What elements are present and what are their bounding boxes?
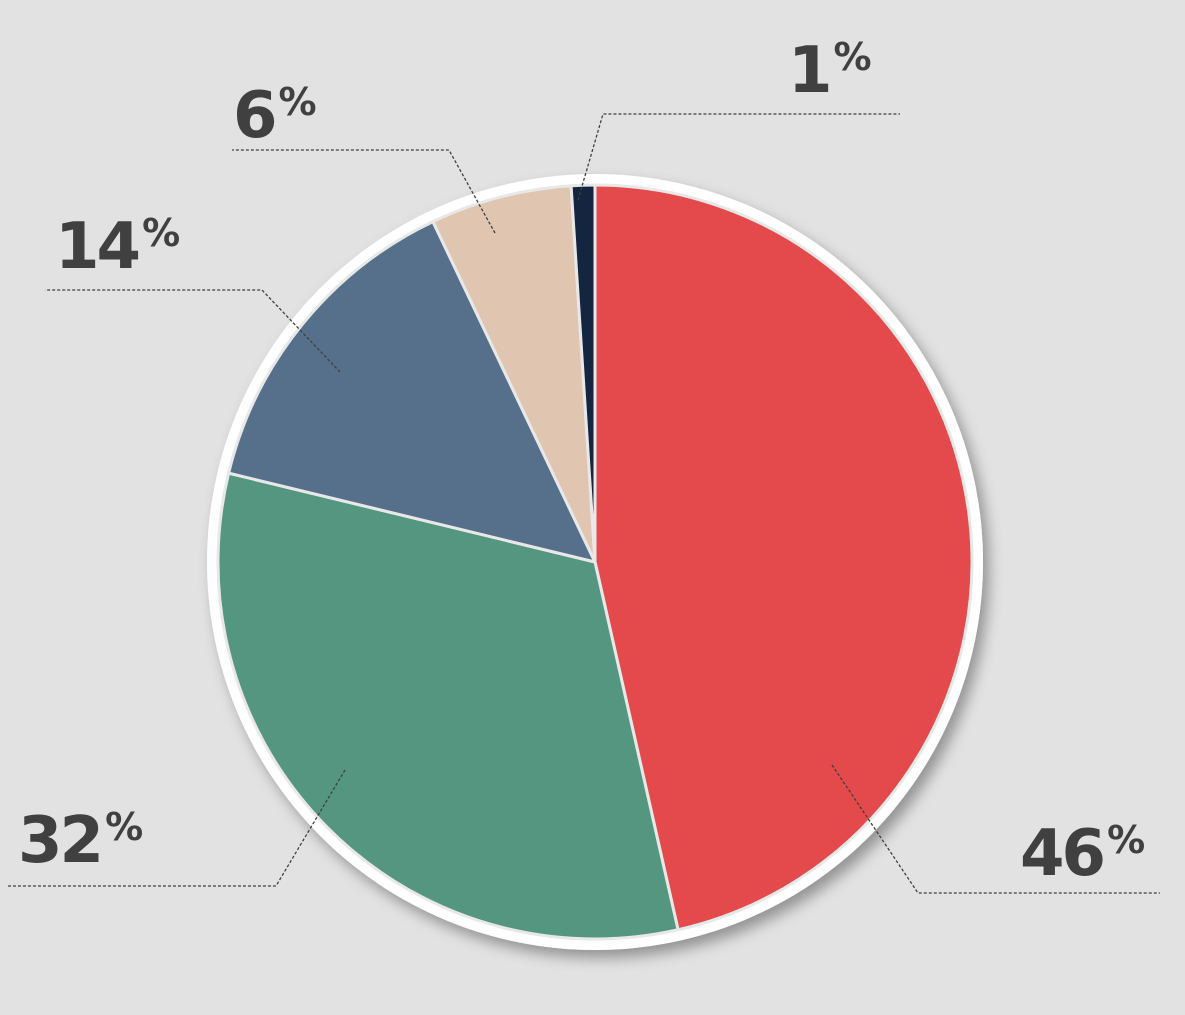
slices — [216, 183, 974, 941]
pie-slice — [431, 184, 597, 564]
labels: 46 % 32 % 14 % 6% 1% — [8, 34, 1160, 894]
value-label: 14% — [55, 210, 179, 284]
leader-line — [45, 289, 341, 373]
value-label: 32% — [18, 804, 142, 878]
leader-line — [232, 149, 496, 234]
value-label: 6% — [233, 79, 316, 153]
pie-slice — [569, 183, 597, 564]
value-label: 46% — [1020, 817, 1144, 891]
pie-slice — [593, 183, 974, 932]
pie-slice — [216, 471, 680, 941]
leader-line — [577, 113, 900, 201]
value-label: 1% — [788, 34, 871, 108]
leader-line — [831, 764, 1160, 894]
pie-slice — [227, 220, 597, 564]
